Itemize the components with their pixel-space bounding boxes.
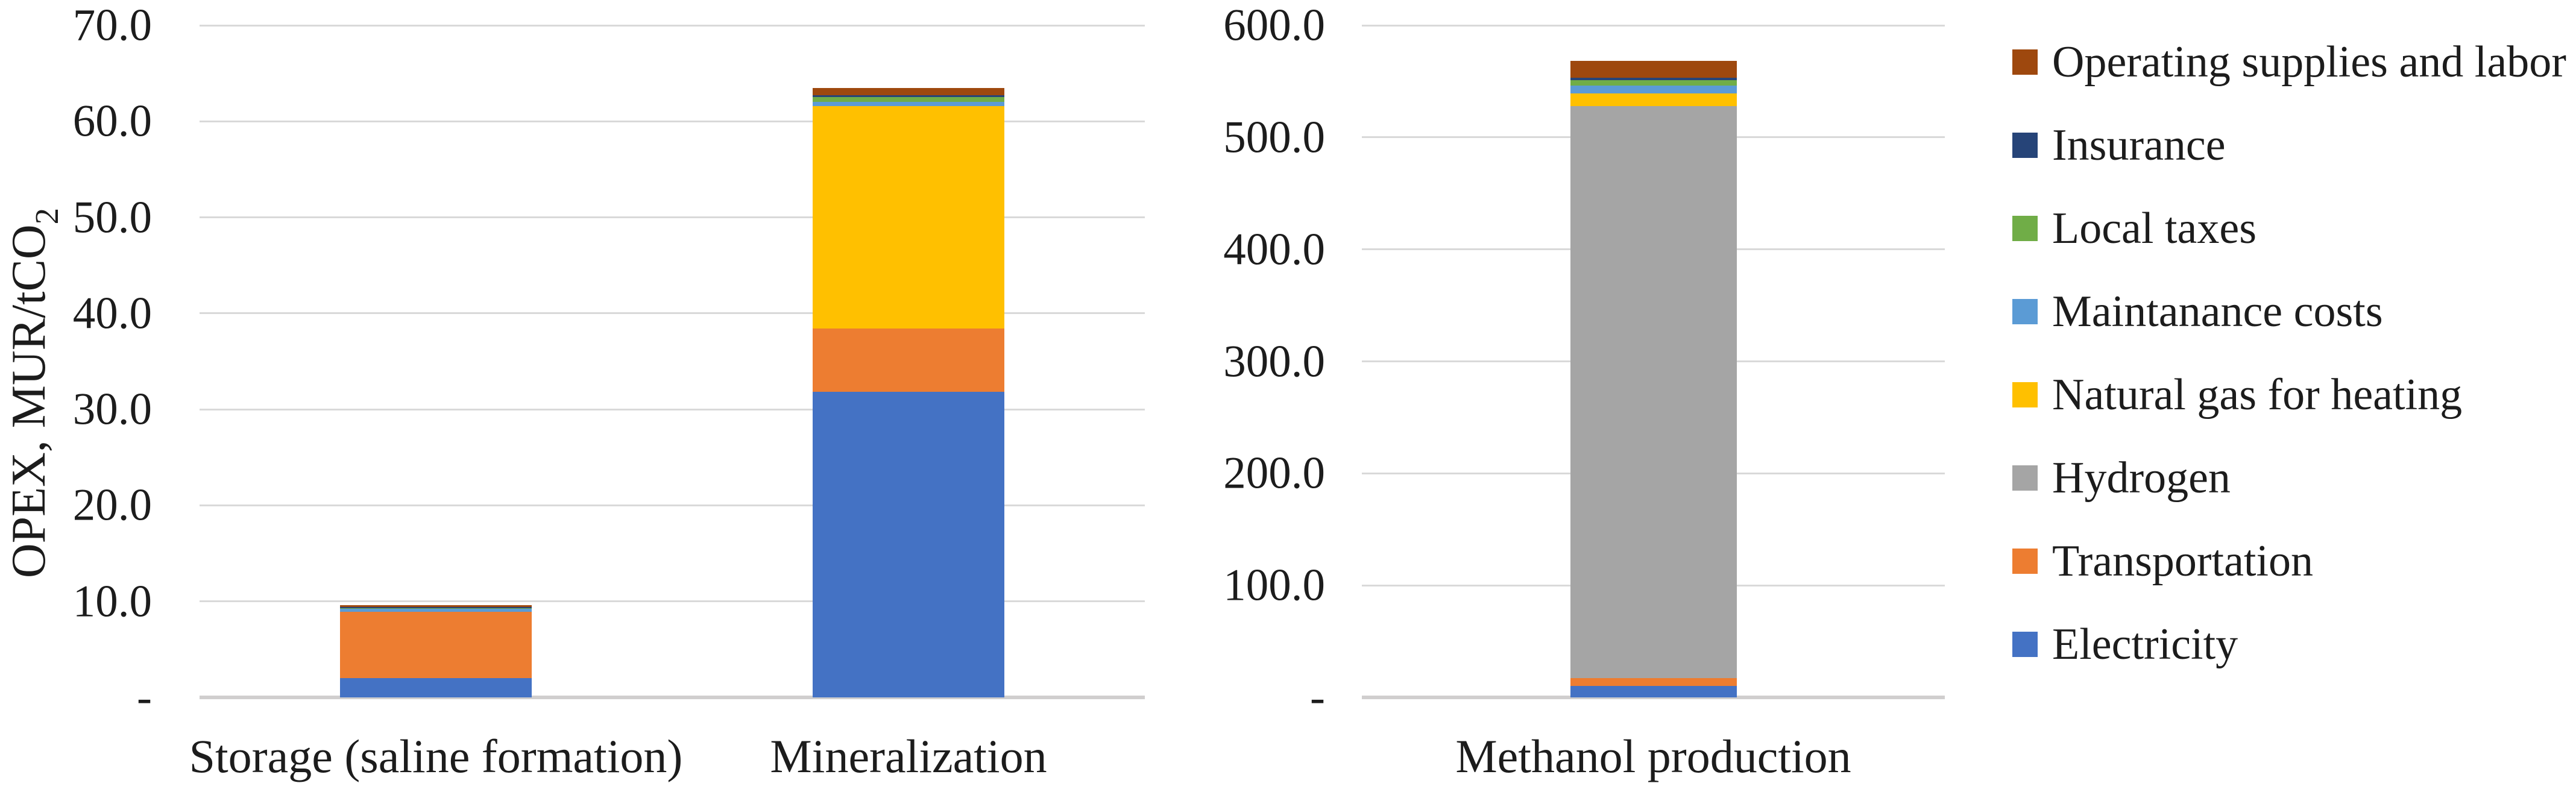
gridline [200, 504, 1145, 506]
legend-label: Operating supplies and labor [2052, 37, 2566, 87]
bar-segment-insurance [813, 95, 1004, 98]
y-tick-label: - [1310, 672, 1325, 723]
bar-segment-operating-supplies-and-labor [1570, 61, 1737, 78]
y-tick-label: 400.0 [1223, 224, 1325, 275]
y-tick-label: 40.0 [72, 288, 152, 339]
y-tick-label: 50.0 [72, 192, 152, 243]
legend-color-swatch-natural-gas-for-heating [2012, 382, 2038, 407]
stacked-bar [1570, 61, 1737, 697]
legend-color-swatch-operating-supplies-and-labor [2012, 49, 2038, 75]
bar-segment-electricity [1570, 686, 1737, 697]
gridline [200, 24, 1145, 27]
bar-segment-insurance [1570, 78, 1737, 81]
gridline [200, 408, 1145, 410]
category-label: Storage (saline formation) [189, 730, 683, 782]
bar-segment-maintanance-costs [340, 609, 532, 612]
bar-segment-electricity [340, 678, 532, 697]
y-tick-label: 600.0 [1223, 0, 1325, 51]
gridline [1362, 696, 1945, 699]
gridline [200, 600, 1145, 603]
bar-segment-electricity [813, 392, 1004, 697]
y-tick-label: 60.0 [72, 96, 152, 146]
gridline [200, 216, 1145, 219]
stacked-bar [813, 87, 1004, 697]
y-tick-label: 200.0 [1223, 448, 1325, 498]
legend-color-swatch-maintanance-costs [2012, 299, 2038, 324]
bar-segment-transportation [813, 329, 1004, 392]
legend-color-swatch-hydrogen [2012, 465, 2038, 491]
y-tick-label: - [137, 672, 152, 723]
legend-color-swatch-local-taxes [2012, 216, 2038, 241]
bar-segment-maintanance-costs [813, 102, 1004, 106]
bar-segment-local-taxes [813, 97, 1004, 102]
gridline [200, 120, 1145, 122]
category-label: Methanol production [1455, 730, 1851, 782]
y-tick-label: 70.0 [72, 0, 152, 51]
bar-segment-maintanance-costs [1570, 86, 1737, 94]
bar-segment-operating-supplies-and-labor [340, 605, 532, 608]
bar-segment-local-taxes [340, 608, 532, 609]
bar-segment-transportation [1570, 678, 1737, 687]
legend-label: Insurance [2052, 121, 2226, 170]
stacked-bar [340, 605, 532, 697]
bar-segment-transportation [340, 612, 532, 679]
legend-color-swatch-transportation [2012, 549, 2038, 574]
gridline [200, 696, 1145, 699]
legend-label: Natural gas for heating [2052, 370, 2463, 420]
y-tick-label: 500.0 [1223, 112, 1325, 163]
legend-label: Electricity [2052, 620, 2238, 669]
legend-color-swatch-insurance [2012, 133, 2038, 158]
legend-label: Local taxes [2052, 204, 2256, 253]
legend-label: Hydrogen [2052, 453, 2231, 503]
bar-segment-insurance [340, 607, 532, 608]
legend-label: Maintanance costs [2052, 287, 2383, 336]
y-tick-label: 10.0 [72, 576, 152, 627]
category-label: Mineralization [770, 730, 1047, 782]
y-tick-label: 20.0 [72, 480, 152, 530]
bar-segment-natural-gas-for-heating [1570, 93, 1737, 106]
legend-color-swatch-electricity [2012, 632, 2038, 657]
y-tick-label: 300.0 [1223, 336, 1325, 386]
gridline [1362, 24, 1945, 27]
legend-label: Transportation [2052, 536, 2314, 586]
gridline [200, 312, 1145, 315]
bar-segment-local-taxes [1570, 80, 1737, 86]
y-tick-label: 30.0 [72, 384, 152, 435]
bar-segment-hydrogen [1570, 105, 1737, 679]
y-tick-label: 100.0 [1223, 560, 1325, 611]
bar-segment-natural-gas-for-heating [813, 105, 1004, 329]
bar-segment-operating-supplies-and-labor [813, 87, 1004, 96]
